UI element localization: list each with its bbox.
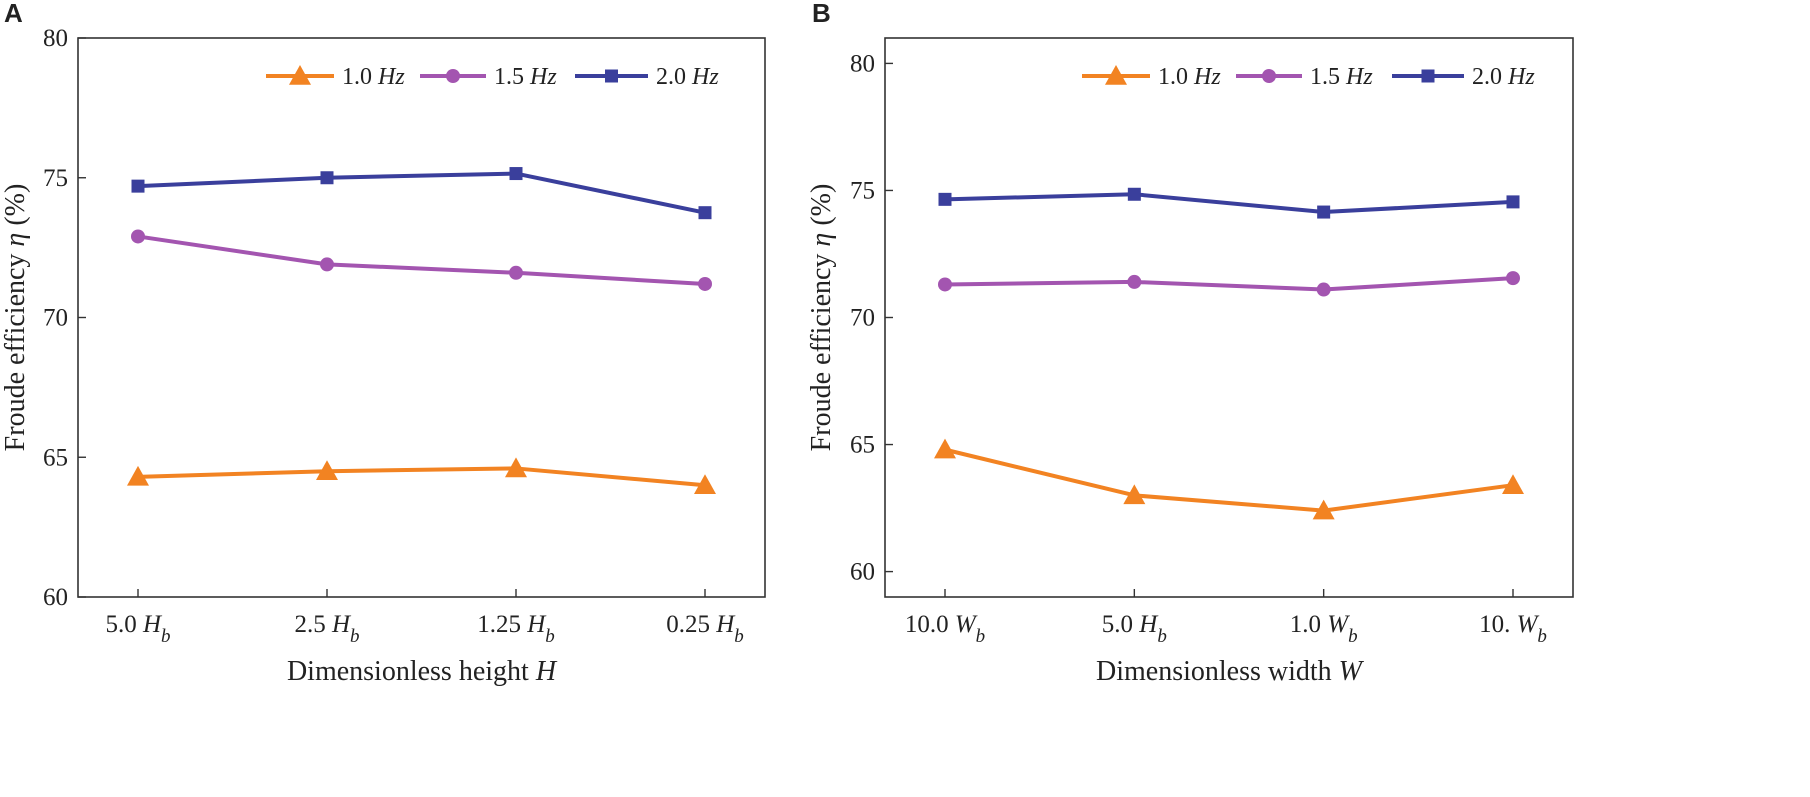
series-line xyxy=(944,447,1514,513)
data-point-circle xyxy=(1127,274,1142,289)
x-tick-label: 5.0 Hb xyxy=(1102,611,1167,647)
y-tick-label: 70 xyxy=(43,305,68,332)
data-point-triangle xyxy=(694,474,716,494)
panel-a: A 60 65 70 75 80 5.0 Hb 2.5 Hb 1.25 Hb 0.25 Hb Dim… xyxy=(0,0,766,687)
data-point-triangle xyxy=(1312,499,1335,520)
data-point-square xyxy=(320,171,334,185)
series-line xyxy=(137,171,706,215)
legend-marker-square xyxy=(1421,69,1435,83)
data-point-square xyxy=(1127,187,1141,201)
legend-entry: 2.0 Hz xyxy=(1392,64,1535,90)
y-tick-label: 60 xyxy=(43,584,68,611)
legend-label: 1.5 Hz xyxy=(494,64,557,90)
y-tick-label: 60 xyxy=(850,559,875,586)
y-tick-label: 75 xyxy=(43,165,68,192)
data-point-square xyxy=(1506,195,1520,209)
x-tick-label: 10.0 Wb xyxy=(905,611,985,647)
y-tick-label: 75 xyxy=(850,177,875,204)
series-line xyxy=(137,234,706,286)
y-axis-label: Froude efficiency η (%) xyxy=(806,184,837,452)
panel-letter: B xyxy=(812,0,831,28)
data-point-circle xyxy=(320,257,334,272)
data-point-circle xyxy=(1316,282,1331,297)
plot-frame xyxy=(77,37,766,598)
legend-entry: 1.5 Hz xyxy=(1236,64,1373,90)
legend-entry: 2.0 Hz xyxy=(575,64,719,90)
data-point-square xyxy=(509,167,523,181)
legend-label: 2.0 Hz xyxy=(1472,64,1535,90)
x-axis-label: Dimensionless height H xyxy=(287,656,558,687)
y-tick-label: 80 xyxy=(43,25,68,52)
panel-letter: A xyxy=(4,0,23,28)
x-tick-label: 1.0 Wb xyxy=(1290,611,1358,647)
x-axis-label: Dimensionless width W xyxy=(1096,656,1365,687)
legend-marker-triangle xyxy=(289,65,311,85)
y-tick-label: 80 xyxy=(850,50,875,77)
data-point-square xyxy=(698,206,712,220)
legend-entry: 1.5 Hz xyxy=(420,64,557,90)
legend-label: 2.0 Hz xyxy=(656,64,719,90)
legend-label: 1.0 Hz xyxy=(342,64,405,90)
x-tick-label: 2.5 Hb xyxy=(294,611,359,647)
y-tick-label: 70 xyxy=(850,305,875,332)
data-point-triangle xyxy=(934,438,956,459)
y-tick-label: 65 xyxy=(43,444,68,471)
panel-b: B 60 65 70 75 80 10.0 Wb 5.0 Hb 1.0 Wb 10. Wb Dime… xyxy=(806,0,1574,687)
data-point-triangle xyxy=(505,457,527,478)
data-point-triangle xyxy=(1123,484,1146,505)
legend-label: 1.0 Hz xyxy=(1158,64,1221,90)
data-point-square xyxy=(131,179,145,193)
series-1-0-hz xyxy=(934,438,1524,520)
series-2-0-hz xyxy=(131,167,712,220)
y-axis-label: Froude efficiency η (%) xyxy=(0,184,31,452)
data-point-triangle xyxy=(127,465,149,486)
series-line xyxy=(137,466,706,488)
series-1-0-hz xyxy=(127,457,716,494)
data-point-circle xyxy=(698,276,712,291)
x-tick-label: 10. Wb xyxy=(1479,611,1547,647)
legend-label: 1.5 Hz xyxy=(1310,64,1373,90)
series-line xyxy=(944,276,1514,292)
series-line xyxy=(944,192,1514,215)
legend-entry: 1.0 Hz xyxy=(266,64,405,90)
legend-marker-circle xyxy=(446,69,460,83)
data-point-circle xyxy=(131,229,145,244)
legend-entry: 1.0 Hz xyxy=(1082,64,1221,90)
x-tick-label: 0.25 Hb xyxy=(666,611,744,647)
x-tick-label: 1.25 Hb xyxy=(477,611,555,647)
series-2-0-hz xyxy=(938,187,1520,219)
data-point-triangle xyxy=(316,460,338,481)
x-tick-label: 5.0 Hb xyxy=(105,611,170,647)
plot-frame xyxy=(884,37,1574,598)
series-1-5-hz xyxy=(131,229,712,291)
data-point-circle xyxy=(1506,271,1520,286)
data-point-circle xyxy=(938,277,952,292)
legend-marker-square xyxy=(605,69,618,83)
data-point-circle xyxy=(509,265,523,280)
legend-marker-circle xyxy=(1262,69,1276,83)
y-tick-label: 65 xyxy=(850,432,875,459)
data-point-square xyxy=(938,192,952,206)
data-point-triangle xyxy=(1502,474,1524,494)
series-1-5-hz xyxy=(938,271,1520,297)
data-point-square xyxy=(1317,205,1331,219)
legend-marker-triangle xyxy=(1105,65,1127,85)
